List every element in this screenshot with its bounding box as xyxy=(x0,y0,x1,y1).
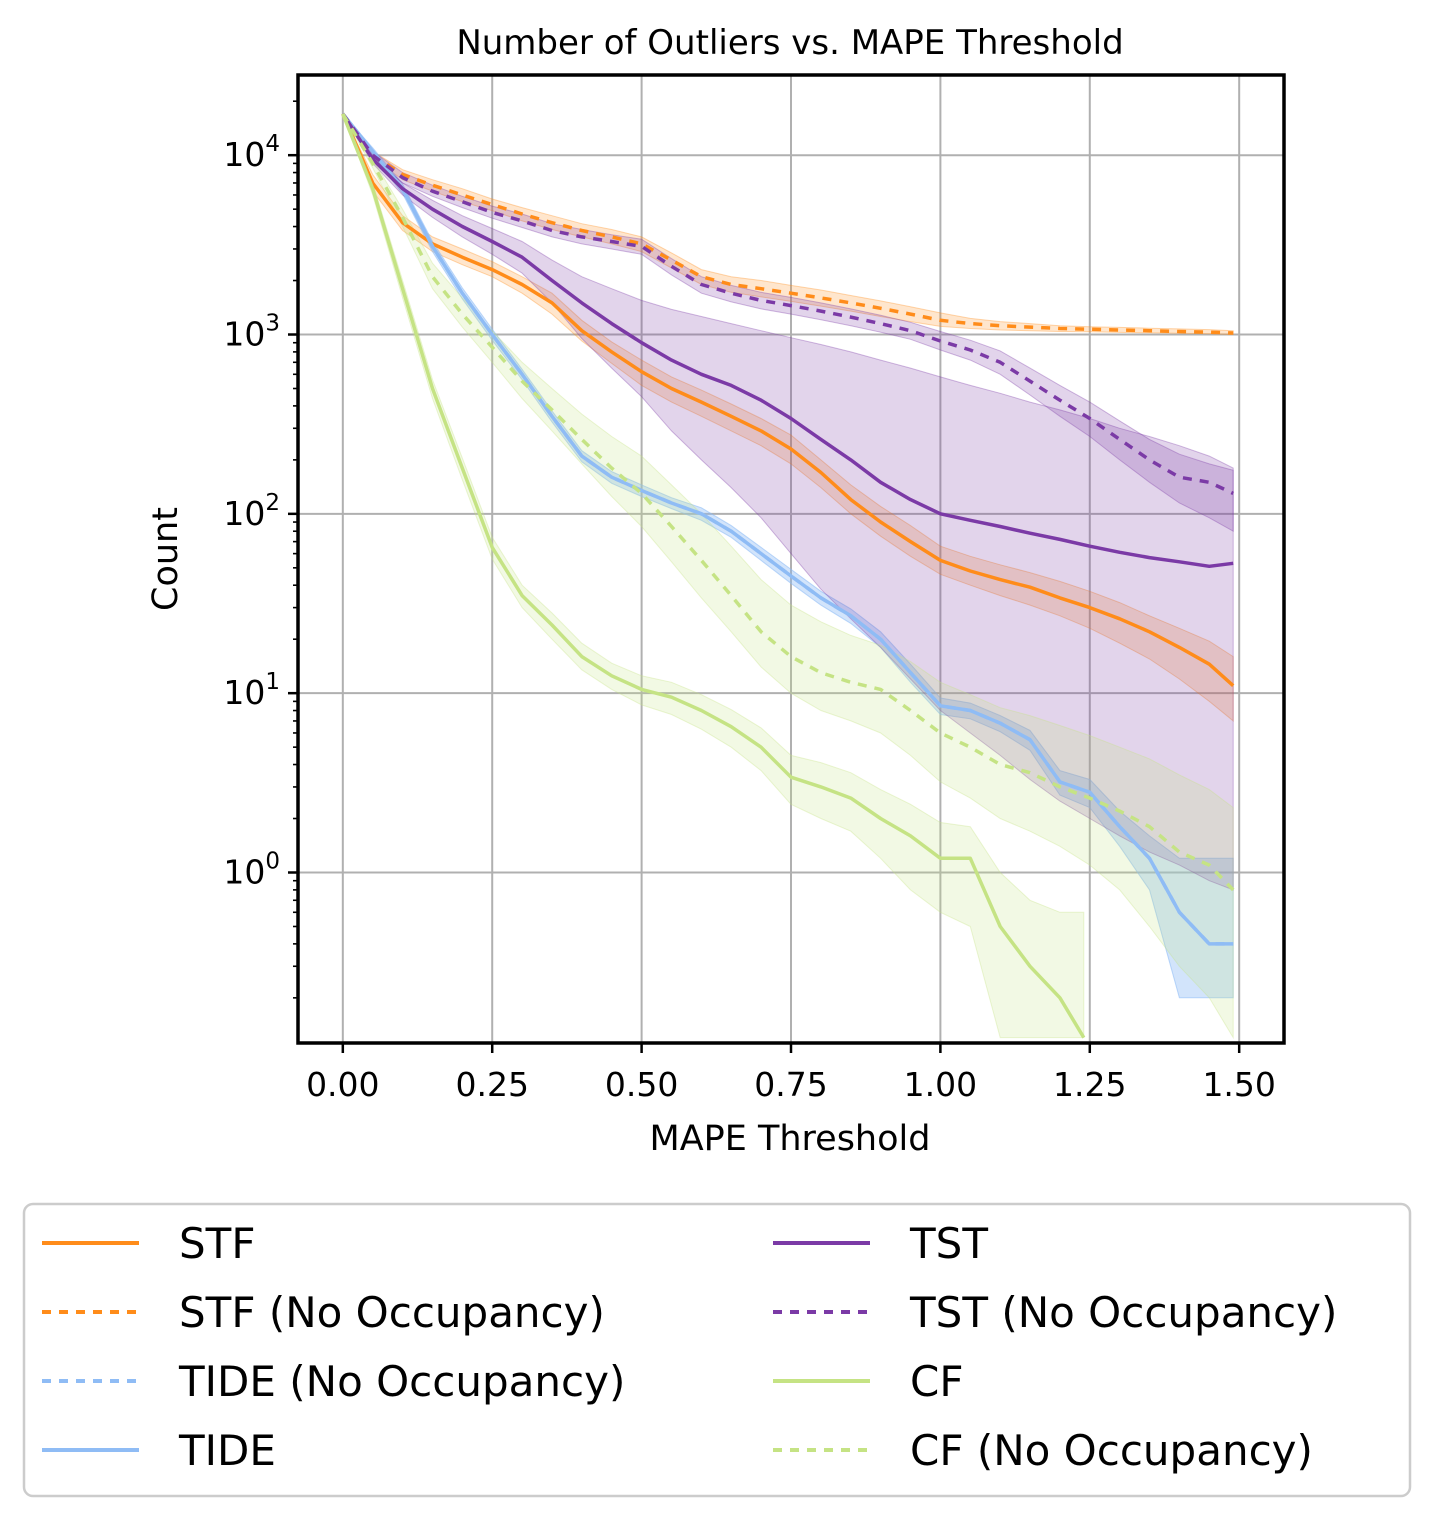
legend-label-cf-no-occupancy: CF (No Occupancy) xyxy=(910,1426,1313,1475)
y-tick-labels: 104 103 102 101 100 xyxy=(223,131,280,891)
legend: STF STF (No Occupancy) TIDE (No Occupancy)… xyxy=(22,1202,1412,1498)
band-cf-no-occupancy xyxy=(342,113,1234,1040)
line-cf-no-occupancy xyxy=(341,112,1235,892)
y-tick-label: 101 xyxy=(223,669,280,712)
line-stf-no-occupancy xyxy=(341,112,1234,335)
legend-label-stf-no-occupancy: STF (No Occupancy) xyxy=(179,1288,605,1337)
chart-title: Number of Outliers vs. MAPE Threshold xyxy=(456,23,1123,63)
legend-frame xyxy=(22,1202,1412,1498)
band-stf xyxy=(342,113,1234,722)
line-tide xyxy=(341,112,1234,946)
legend-label-tst: TST xyxy=(909,1219,988,1268)
x-tick-label: 0.50 xyxy=(605,1065,678,1104)
y-tick-label: 104 xyxy=(223,131,280,174)
y-tick-label: 102 xyxy=(223,490,280,533)
x-tick-label: 1.50 xyxy=(1202,1065,1275,1104)
legend-label-tide: TIDE xyxy=(178,1426,276,1475)
grid-lines xyxy=(298,75,1284,1043)
legend-label-tst-no-occupancy: TST (No Occupancy) xyxy=(909,1288,1337,1337)
x-tick-label: 1.25 xyxy=(1053,1065,1126,1104)
y-tick-label: 100 xyxy=(223,848,280,891)
band-cf xyxy=(342,113,1085,1039)
line-cf xyxy=(341,113,1086,1039)
x-tick-labels: 0.00 0.25 0.50 0.75 1.00 1.25 1.50 xyxy=(306,1065,1276,1104)
x-axis-label: MAPE Threshold xyxy=(650,1119,931,1159)
band-tst xyxy=(342,113,1234,891)
legend-label-cf: CF xyxy=(910,1357,963,1406)
x-tick-label: 1.00 xyxy=(904,1065,977,1104)
line-stf xyxy=(341,113,1235,688)
band-tst-no-occupancy xyxy=(342,113,1234,533)
series-lines xyxy=(341,112,1235,1039)
x-tick-label: 0.00 xyxy=(306,1065,379,1104)
y-tick-label: 103 xyxy=(223,311,280,354)
x-tick-label: 0.75 xyxy=(754,1065,827,1104)
line-tst-no-occupancy xyxy=(341,112,1234,495)
legend-label-tide-no-occupancy: TIDE (No Occupancy) xyxy=(178,1357,625,1406)
y-axis-label: Count xyxy=(146,507,186,611)
x-tick-label: 0.25 xyxy=(455,1065,528,1104)
axis-ticks xyxy=(288,100,1241,1053)
legend-label-stf: STF xyxy=(179,1219,255,1268)
confidence-bands xyxy=(342,113,1234,1040)
line-tst xyxy=(341,112,1234,569)
